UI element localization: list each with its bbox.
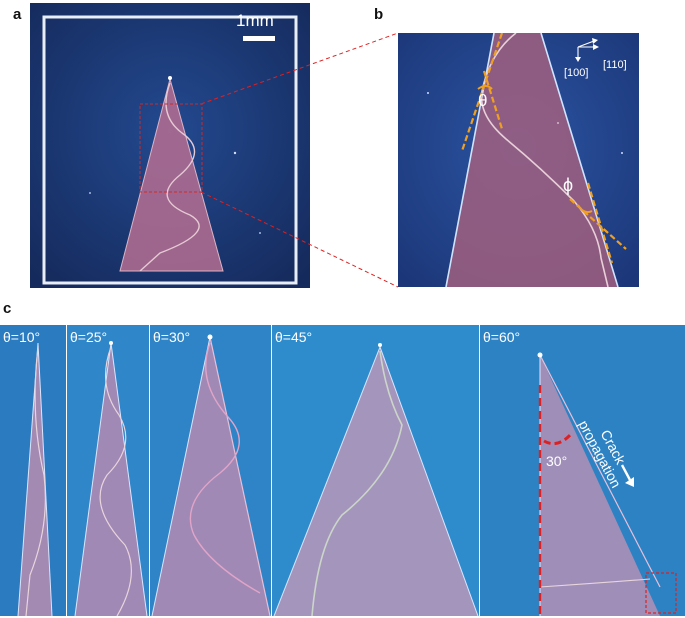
phi-symbol: ϕ [563,175,574,195]
strip-label: θ=60° [483,329,521,345]
strip-label: θ=25° [70,329,108,345]
panel-a-image: 1mm [30,3,310,288]
angle-annotation: 30° [546,453,568,469]
panel-a-letter: a [13,6,22,23]
theta-symbol: θ [478,91,488,110]
strip-theta-30: θ=30° [150,325,271,616]
panel-c-letter: c [3,300,12,317]
triangle-film [119,77,224,272]
zoom-box [139,103,203,193]
panel-b-letter: b [374,6,384,23]
strip-label: θ=45° [275,329,313,345]
strip-theta-60: θ=60° 30° Crack propagation [480,325,685,616]
panel-b-image: [100] [110] θ ϕ [398,33,639,287]
axis-label-110: [110] [603,59,627,71]
strip-theta-25: θ=25° [67,325,149,616]
strip-theta-10: θ=10° [0,325,66,616]
scale-bar-label: 1mm [236,11,274,30]
triangle-film-zoom [446,33,618,287]
scale-bar [243,36,275,41]
crack-path [139,82,200,272]
sample-border [42,15,298,285]
strip-label: θ=10° [3,329,41,345]
axis-label-100: [100] [564,67,589,79]
strip-label: θ=30° [153,329,191,345]
strip-theta-45: θ=45° [272,325,479,616]
